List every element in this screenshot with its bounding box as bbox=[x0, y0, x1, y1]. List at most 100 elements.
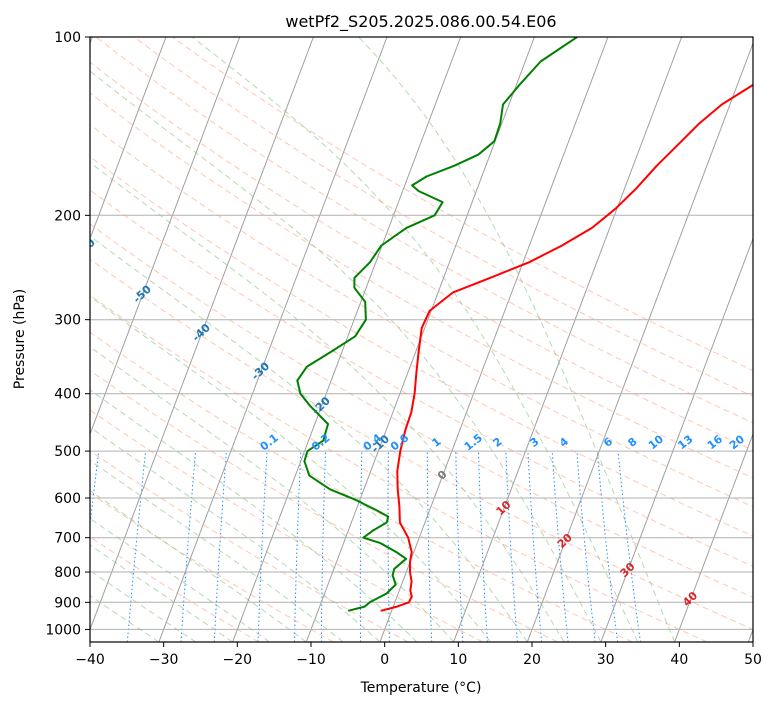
y-axis-title: Pressure (hPa) bbox=[12, 289, 28, 389]
dry-adiabat-12 bbox=[90, 92, 753, 479]
mixing-ratio-line-13 bbox=[527, 451, 543, 642]
isotherm-line bbox=[526, 41, 753, 642]
moist-adiabat-0 bbox=[90, 595, 160, 642]
mixing-ratio-label: 0.1 bbox=[258, 431, 281, 453]
mixing-ratio-label: 0.2 bbox=[309, 431, 332, 453]
isotherm-line bbox=[232, 37, 462, 642]
dry-adiabat-9 bbox=[90, 189, 753, 567]
x-axis: −40 −30 −20 −10 0 10 20 30 40 50 bbox=[75, 642, 762, 668]
isotherm-label: -60 bbox=[74, 236, 98, 259]
y-tick-label: 600 bbox=[54, 491, 81, 507]
mixing-ratio-line-11 bbox=[478, 451, 488, 642]
isotherm-line bbox=[747, 628, 753, 642]
x-tick-label: −40 bbox=[75, 652, 105, 668]
y-tick-label: 300 bbox=[54, 313, 81, 329]
moist-adiabat-3 bbox=[90, 517, 270, 642]
isotherm-line bbox=[90, 37, 241, 436]
y-tick-label: 100 bbox=[54, 30, 81, 46]
y-tick-label: 700 bbox=[54, 531, 81, 547]
moist-adiabat-11 bbox=[90, 161, 565, 642]
dry-adiabat-15 bbox=[133, 37, 753, 397]
moist-adiabat-9 bbox=[90, 295, 491, 642]
dry-adiabat-10 bbox=[90, 156, 753, 537]
mixing-ratio-label: 2 bbox=[491, 435, 505, 450]
profile-series-1 bbox=[296, 37, 578, 612]
mixing-ratio-line-6 bbox=[320, 451, 327, 642]
moist-adiabat-2 bbox=[90, 544, 233, 642]
dry-adiabat-8 bbox=[90, 223, 753, 598]
moist-adiabat-12 bbox=[90, 70, 602, 642]
moist-adiabat-13 bbox=[191, 37, 639, 642]
isotherm-label: 40 bbox=[680, 589, 700, 609]
isotherm-line bbox=[90, 37, 314, 631]
moist-adiabat-7 bbox=[90, 389, 418, 642]
moist-adiabat-10 bbox=[90, 235, 528, 642]
isotherm-line bbox=[453, 37, 683, 642]
dry-adiabat-6 bbox=[90, 294, 708, 642]
isotherm-label: -70 bbox=[19, 187, 43, 210]
x-tick-label: −10 bbox=[296, 652, 326, 668]
chart-title: wetPf2_S205.2025.086.00.54.E06 bbox=[285, 12, 556, 32]
isotherm-label: 10 bbox=[494, 498, 514, 518]
isotherm-line bbox=[674, 432, 753, 642]
profile-series-0 bbox=[380, 83, 753, 612]
y-tick-label: 800 bbox=[54, 565, 81, 581]
mixing-ratio-label: 1 bbox=[429, 435, 443, 450]
x-tick-label: 10 bbox=[449, 652, 467, 668]
mixing-ratio-label: 6 bbox=[601, 435, 615, 450]
x-tick-label: 0 bbox=[380, 652, 389, 668]
y-tick-label: 400 bbox=[54, 387, 81, 403]
mixing-ratio-line-7 bbox=[359, 451, 363, 642]
isotherm-label: -50 bbox=[131, 282, 155, 305]
moist-adiabat-1 bbox=[90, 569, 197, 642]
dry-adiabat-1 bbox=[90, 492, 334, 642]
y-tick-label: 500 bbox=[54, 444, 81, 460]
mixing-ratio-label: 20 bbox=[727, 432, 747, 452]
mixing-ratio-line-14 bbox=[551, 451, 569, 642]
background-lines bbox=[90, 37, 753, 642]
y-tick-label: 900 bbox=[54, 595, 81, 611]
x-tick-label: 40 bbox=[670, 652, 688, 668]
y-tick-label: 1000 bbox=[45, 622, 81, 638]
moist-adiabat-14 bbox=[358, 37, 676, 642]
dry-adiabat-16 bbox=[172, 37, 753, 372]
x-tick-label: −30 bbox=[149, 652, 179, 668]
x-axis-title: Temperature (°C) bbox=[360, 680, 482, 696]
dry-adiabat-4 bbox=[90, 369, 558, 642]
dry-adiabat-0 bbox=[90, 536, 260, 642]
x-tick-label: −20 bbox=[223, 652, 253, 668]
isotherm-line bbox=[600, 237, 753, 642]
moist-adiabat-8 bbox=[90, 346, 454, 642]
mixing-ratio-line-5 bbox=[294, 451, 302, 642]
isotherm-label: 30 bbox=[618, 560, 638, 580]
isotherm-label: -20 bbox=[309, 394, 333, 417]
x-tick-label: 20 bbox=[523, 652, 541, 668]
plot-frame bbox=[89, 36, 754, 643]
y-axis: 100 200 300 400 500 600 700 800 900 1000 bbox=[45, 30, 90, 638]
moist-adiabat-5 bbox=[90, 459, 344, 642]
profile-lines bbox=[296, 37, 753, 612]
dry-adiabat-7 bbox=[90, 258, 753, 630]
mixing-ratio-label: 10 bbox=[646, 432, 666, 452]
mixing-ratio-line-10 bbox=[455, 451, 464, 642]
mixing-ratio-line-0 bbox=[90, 451, 100, 530]
mixing-ratio-line-2 bbox=[180, 451, 197, 642]
mixing-ratio-line-17 bbox=[617, 451, 641, 642]
dry-adiabat-13 bbox=[90, 61, 753, 451]
line-labels: 0.10.20.40.611.52346810131620253036-100-… bbox=[19, 187, 753, 609]
mixing-ratio-label: 4 bbox=[557, 435, 571, 450]
isotherm-label: -30 bbox=[249, 359, 273, 382]
mixing-ratio-label: 3 bbox=[527, 435, 541, 450]
isotherm-line bbox=[379, 37, 609, 642]
dry-adiabat-11 bbox=[90, 123, 753, 508]
mixing-ratio-line-15 bbox=[576, 451, 596, 642]
moist-adiabat-6 bbox=[90, 426, 381, 642]
isotherm-line bbox=[158, 37, 388, 642]
mixing-ratio-line-1 bbox=[126, 451, 147, 642]
dry-adiabat-3 bbox=[90, 409, 484, 642]
grid-lines bbox=[90, 37, 753, 642]
isotherm-label: 0 bbox=[435, 468, 450, 483]
x-tick-label: 50 bbox=[744, 652, 762, 668]
isotherm-line bbox=[90, 37, 167, 240]
